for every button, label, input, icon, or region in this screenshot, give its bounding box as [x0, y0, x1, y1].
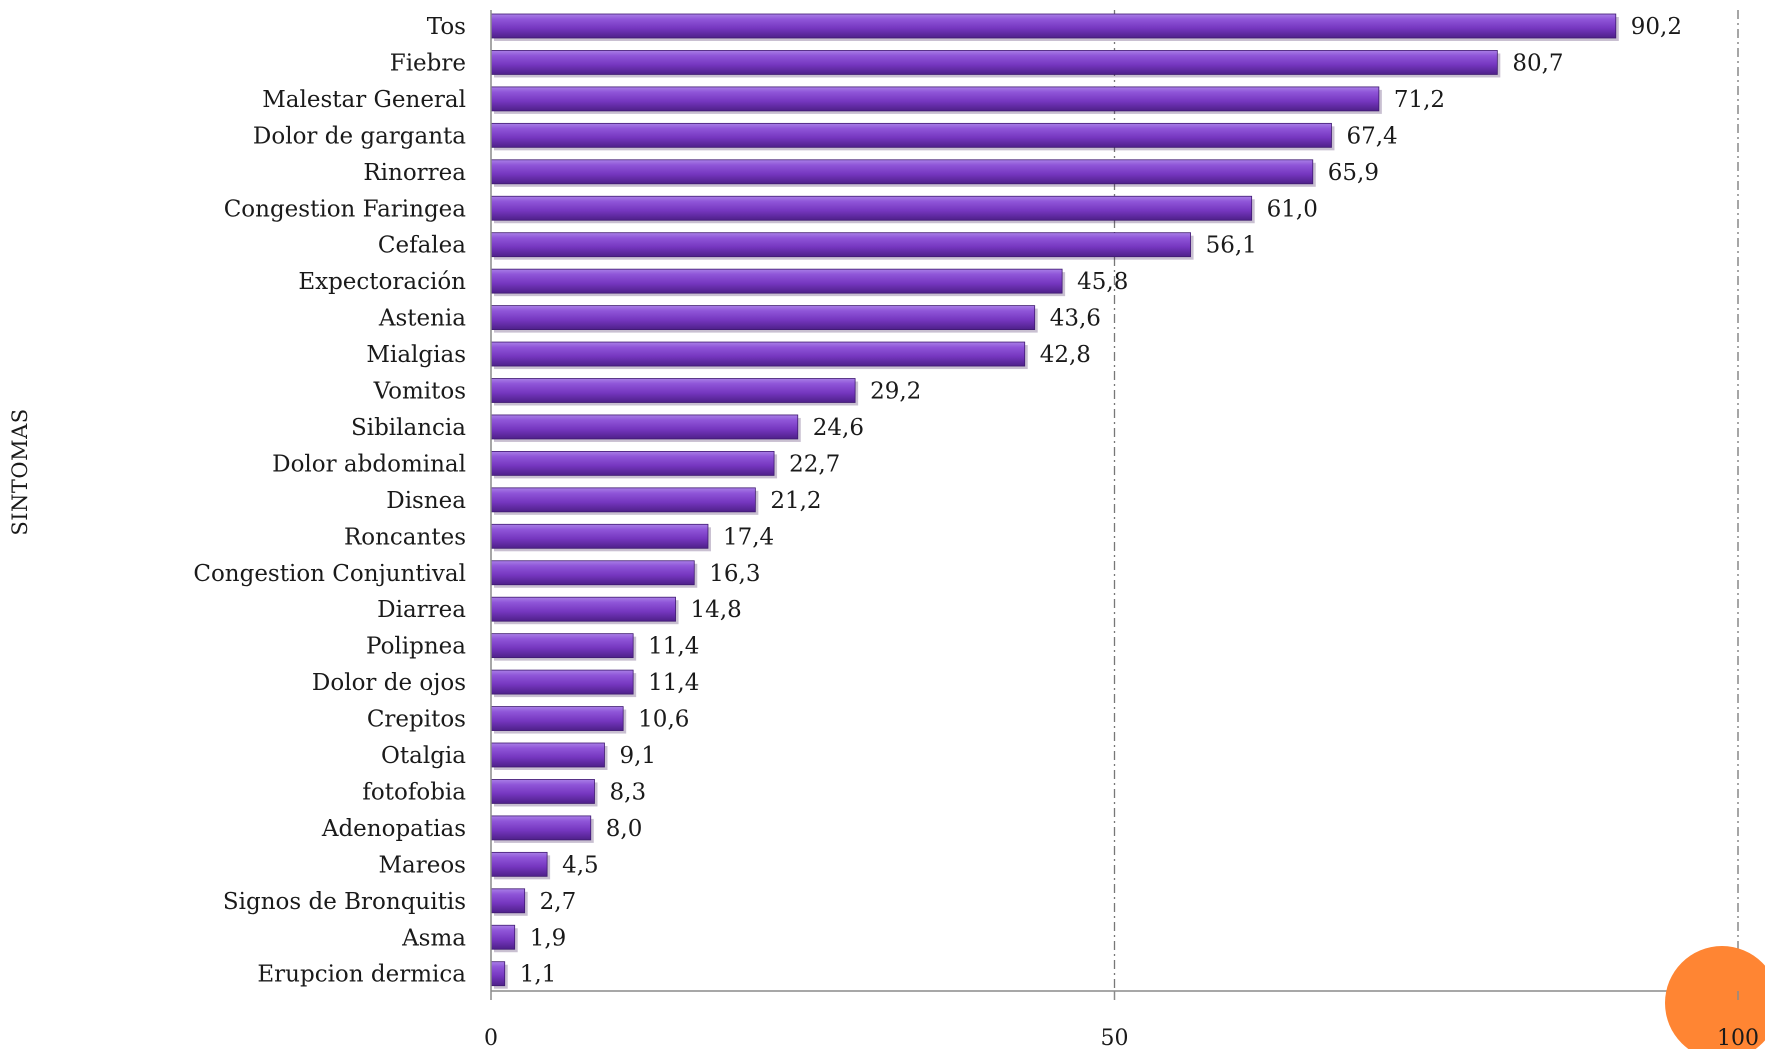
- data-label: 43,6: [1050, 306, 1101, 332]
- category-label: Roncantes: [344, 524, 466, 550]
- bar: [490, 305, 1036, 331]
- bar: [490, 633, 634, 659]
- category-label: Signos de Bronquitis: [223, 889, 466, 915]
- orange-circle-decoration: [1665, 946, 1765, 1049]
- bar: [490, 851, 548, 877]
- data-label: 1,1: [520, 962, 557, 988]
- data-label: 16,3: [709, 561, 760, 587]
- category-label: Polipnea: [366, 634, 466, 660]
- category-label: Dolor de garganta: [253, 123, 466, 149]
- bar: [490, 268, 1063, 294]
- bar: [490, 560, 695, 586]
- category-label: Cefalea: [378, 233, 466, 259]
- y-axis-title: SINTOMAS: [8, 408, 32, 535]
- bar: [490, 888, 526, 914]
- category-label: Adenopatias: [321, 816, 466, 842]
- data-label: 61,0: [1267, 196, 1318, 222]
- bar: [490, 159, 1314, 185]
- data-label: 14,8: [691, 597, 742, 623]
- category-label: Congestion Conjuntival: [193, 561, 466, 587]
- bar: [490, 13, 1617, 39]
- category-label: Diarrea: [377, 597, 466, 623]
- bar: [490, 450, 775, 476]
- bar: [490, 706, 624, 731]
- category-label: Disnea: [386, 488, 466, 514]
- bar: [490, 195, 1253, 221]
- category-label: Crepitos: [367, 707, 466, 733]
- category-label: Tos: [427, 14, 466, 40]
- data-label: 29,2: [870, 379, 921, 405]
- data-label: 67,4: [1346, 123, 1397, 149]
- category-label: Astenia: [378, 306, 466, 332]
- data-label: 45,8: [1077, 269, 1128, 295]
- category-label: Mialgias: [366, 342, 466, 368]
- data-label: 11,4: [648, 634, 699, 660]
- bar: [490, 487, 756, 513]
- data-label: 8,3: [610, 779, 647, 805]
- bar: [490, 961, 506, 987]
- bar: [490, 341, 1026, 367]
- data-label: 21,2: [770, 488, 821, 514]
- data-label: 17,4: [723, 524, 774, 550]
- category-label: Fiebre: [390, 50, 466, 76]
- category-label: Malestar General: [262, 87, 466, 113]
- category-label: Congestion Faringea: [224, 196, 467, 222]
- bar: [490, 378, 856, 403]
- data-label: 11,4: [648, 670, 699, 696]
- bar: [490, 815, 592, 841]
- bar: [490, 86, 1380, 112]
- category-label: Dolor de ojos: [312, 670, 466, 696]
- bar: [490, 414, 799, 440]
- bar: [490, 596, 676, 622]
- data-label: 9,1: [619, 743, 656, 769]
- category-label: fotofobia: [362, 779, 466, 805]
- data-label: 65,9: [1328, 160, 1379, 186]
- category-label: Rinorrea: [363, 160, 466, 186]
- bars: [490, 13, 1619, 989]
- data-label: 24,6: [813, 415, 864, 441]
- bar: [490, 779, 595, 804]
- data-label: 71,2: [1394, 87, 1445, 113]
- category-label: Vomitos: [373, 379, 466, 405]
- data-label: 56,1: [1206, 233, 1257, 259]
- category-label: Dolor abdominal: [272, 451, 466, 477]
- gridlines: [1113, 10, 1739, 991]
- bar: [490, 742, 605, 768]
- data-label: 42,8: [1040, 342, 1091, 368]
- data-label: 22,7: [789, 451, 840, 477]
- category-label: Mareos: [378, 852, 466, 878]
- bar: [490, 924, 516, 950]
- x-tick-label: 100: [1717, 1026, 1759, 1049]
- bar: [490, 523, 709, 549]
- category-label: Erupcion dermica: [257, 962, 466, 988]
- data-label: 4,5: [562, 852, 599, 878]
- data-label: 90,2: [1631, 14, 1682, 40]
- labels: Tos 90,2 Fiebre 80,7 Malestar General 71,2 Dol…: [193, 14, 1682, 988]
- x-tick-label: 50: [1101, 1026, 1129, 1049]
- category-label: Asma: [401, 925, 466, 951]
- bar: [490, 232, 1191, 258]
- data-label: 10,6: [638, 707, 689, 733]
- data-label: 2,7: [540, 889, 577, 915]
- bar: [490, 122, 1332, 148]
- category-label: Expectoración: [298, 269, 466, 295]
- x-tick-label: 0: [484, 1026, 498, 1049]
- category-label: Otalgia: [381, 743, 466, 769]
- bar: [490, 50, 1498, 75]
- data-label: 8,0: [606, 816, 643, 842]
- data-label: 1,9: [530, 925, 567, 951]
- data-label: 80,7: [1512, 50, 1563, 76]
- bar: [490, 669, 634, 695]
- category-label: Sibilancia: [351, 415, 466, 441]
- x-axis-ticks: 0 50 100: [484, 991, 1759, 1049]
